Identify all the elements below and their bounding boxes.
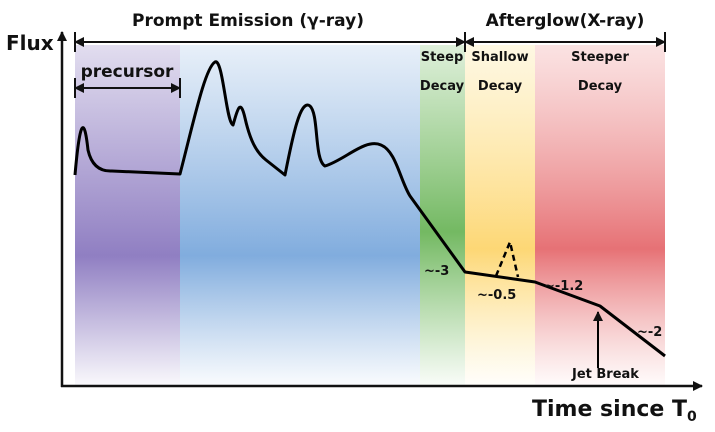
light-curve <box>73 60 666 358</box>
slope-label: ~-2 <box>637 325 662 340</box>
prompt-label: Prompt Emission (γ-ray) <box>132 11 364 31</box>
phase-labels: Steep Decay Shallow Decay Steeper Decay <box>420 50 630 94</box>
jet-break-label: Jet Break <box>571 367 639 382</box>
x-axis-label: Time since T0 <box>532 397 697 425</box>
slope-label: ~-1.2 <box>544 279 583 294</box>
x-axis-label-text: Time since T <box>532 397 687 422</box>
afterglow-label: Afterglow(X-ray) <box>486 11 645 31</box>
slope-label: ~-3 <box>424 264 449 279</box>
prompt-region <box>180 45 420 385</box>
slope-labels: ~-3 ~-0.5 ~-1.2 ~-2 Jet Break <box>424 264 662 382</box>
phase-label: Shallow <box>471 50 528 65</box>
phase-label: Decay <box>578 79 623 94</box>
x-axis-label-subscript: 0 <box>687 409 697 425</box>
phase-label: Steep <box>421 50 464 65</box>
phase-label: Steeper <box>571 50 629 65</box>
dashed-flare <box>494 237 520 278</box>
regions <box>75 45 665 385</box>
y-axis-label: Flux <box>6 31 54 55</box>
precursor-label: precursor <box>81 62 174 82</box>
slope-label: ~-0.5 <box>477 288 516 303</box>
phase-label: Decay <box>478 79 523 94</box>
steep-region <box>420 45 465 385</box>
phase-label: Decay <box>420 79 465 94</box>
steeper-region <box>535 45 665 385</box>
precursor-region <box>75 45 180 385</box>
shallow-region <box>465 45 535 385</box>
